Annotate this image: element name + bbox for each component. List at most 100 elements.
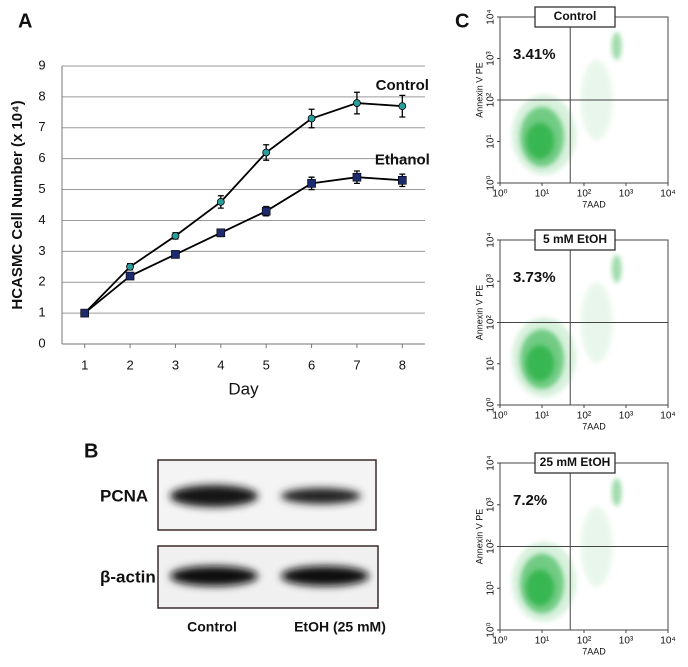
blot-lane-label: EtOH (25 mM): [294, 619, 386, 635]
x-tick-label: 10⁰: [492, 411, 507, 422]
marker: [171, 250, 180, 259]
annotation: 3.73%: [513, 269, 556, 286]
event-cloud: [611, 32, 622, 61]
panel-label: C: [455, 10, 469, 32]
y-axis-title: Annexin V PE: [474, 285, 484, 341]
x-tick-label: 3: [172, 357, 179, 372]
blot-row-label: β-actin: [100, 567, 156, 586]
marker: [398, 175, 407, 185]
annotation: 7.2%: [513, 492, 547, 509]
event-cloud: [611, 478, 622, 507]
blot-lane-label: Control: [187, 619, 237, 635]
marker: [352, 172, 362, 182]
series-label: Control: [376, 77, 429, 94]
y-tick-label: 3: [38, 243, 45, 258]
x-tick-label: 10⁴: [660, 636, 675, 647]
y-tick-label: 2: [38, 274, 45, 289]
series-line: [84, 102, 403, 314]
y-axis-title: HCASMC Cell Number (x 10⁴): [9, 100, 26, 309]
blot-band: [281, 488, 361, 504]
x-tick-label: 10³: [619, 411, 634, 422]
blot-band: [170, 485, 258, 507]
x-tick-label: 10²: [577, 189, 592, 200]
marker: [216, 198, 225, 206]
blot-row-label: PCNA: [100, 486, 148, 505]
event-cloud: [526, 122, 554, 159]
y-axis-title: Annexin V PE: [474, 509, 484, 565]
chart-title: 25 mM EtOH: [540, 455, 611, 469]
chart-title: 5 mM EtOH: [543, 232, 607, 246]
y-tick-label: 6: [38, 150, 45, 165]
y-tick-label: 4: [38, 212, 45, 227]
x-tick-label: 10²: [577, 411, 592, 422]
series-line: [84, 176, 403, 314]
marker: [398, 102, 407, 111]
marker: [262, 148, 271, 157]
marker: [126, 262, 134, 271]
marker: [125, 271, 135, 281]
marker: [307, 114, 316, 123]
event-cloud: [611, 254, 622, 283]
x-tick-label: 10⁰: [492, 636, 507, 647]
x-axis-title: 7AAD: [582, 646, 606, 656]
x-tick-label: 10⁰: [492, 189, 507, 200]
y-tick-label: 0: [38, 335, 45, 350]
y-tick-label: 7: [38, 119, 45, 134]
y-tick-label: 10³: [486, 497, 497, 512]
marker: [261, 206, 271, 216]
x-tick-label: 2: [126, 357, 133, 372]
y-tick-label: 10²: [486, 315, 497, 330]
x-tick-label: 10²: [577, 636, 592, 647]
y-tick-label: 10³: [486, 51, 497, 66]
marker: [216, 228, 226, 238]
title-box: [534, 229, 616, 251]
y-tick-label: 1: [38, 305, 45, 320]
y-tick-label: 10⁴: [486, 455, 497, 470]
event-cloud: [526, 345, 554, 382]
y-tick-label: 10¹: [486, 580, 497, 595]
y-tick-label: 10²: [486, 539, 497, 554]
title-box: [534, 6, 616, 28]
annotation: 3.41%: [513, 46, 556, 63]
y-tick-label: 10⁰: [486, 175, 497, 190]
panel-label: B: [84, 440, 98, 462]
y-axis-title: Annexin V PE: [474, 62, 484, 118]
y-tick-label: 9: [38, 57, 45, 72]
x-axis-title: Day: [228, 379, 259, 398]
x-tick-label: 6: [308, 357, 315, 372]
x-axis-title: 7AAD: [582, 421, 606, 431]
y-tick-label: 10⁴: [486, 9, 497, 24]
marker: [171, 231, 180, 240]
x-tick-label: 10¹: [535, 189, 550, 200]
blot-band: [170, 566, 258, 586]
panel-label: A: [18, 10, 32, 32]
y-tick-label: 10¹: [486, 356, 497, 371]
x-tick-label: 5: [263, 357, 270, 372]
y-tick-label: 10⁴: [486, 232, 497, 247]
x-tick-label: 10¹: [535, 636, 550, 647]
y-tick-label: 8: [38, 88, 45, 103]
title-box: [534, 452, 616, 474]
y-tick-label: 10¹: [486, 134, 497, 149]
series-label: Ethanol: [375, 151, 430, 168]
y-tick-label: 10³: [486, 273, 497, 288]
y-tick-label: 5: [38, 181, 45, 196]
x-tick-label: 10³: [619, 636, 634, 647]
marker: [307, 179, 316, 188]
x-axis-title: 7AAD: [582, 199, 606, 209]
y-tick-label: 10²: [486, 92, 497, 107]
chart-title: Control: [554, 9, 597, 23]
event-cloud: [526, 569, 554, 606]
y-tick-label: 10⁰: [486, 622, 497, 637]
x-tick-label: 1: [81, 357, 88, 372]
x-tick-label: 7: [353, 357, 360, 372]
blot-band: [281, 566, 369, 586]
x-tick-label: 10⁴: [660, 189, 675, 200]
x-tick-label: 4: [217, 357, 224, 372]
x-tick-label: 10³: [619, 189, 634, 200]
x-tick-label: 8: [399, 357, 406, 372]
x-tick-label: 10¹: [535, 411, 550, 422]
marker: [80, 308, 89, 318]
marker: [353, 99, 361, 107]
